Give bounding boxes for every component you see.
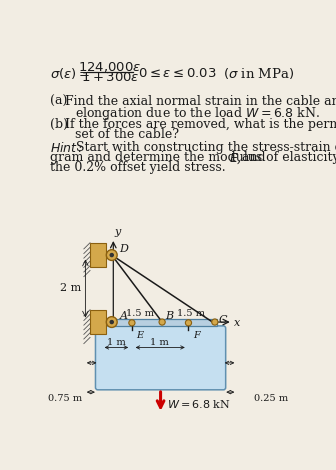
Text: D: D xyxy=(119,244,128,254)
Text: Start with constructing the stress-strain dia-: Start with constructing the stress-strai… xyxy=(76,141,336,154)
Circle shape xyxy=(106,250,117,260)
Text: the 0.2% offset yield stress.: the 0.2% offset yield stress. xyxy=(50,161,225,174)
Text: Find the axial normal strain in the cable and its: Find the axial normal strain in the cabl… xyxy=(65,95,336,108)
FancyBboxPatch shape xyxy=(90,243,106,267)
Text: $1 + 300\varepsilon$: $1 + 300\varepsilon$ xyxy=(81,71,139,85)
Text: $Hint\/$:: $Hint\/$: xyxy=(50,141,83,155)
Circle shape xyxy=(110,321,113,323)
Text: F: F xyxy=(193,331,200,340)
Text: y: y xyxy=(115,227,121,236)
Text: B: B xyxy=(165,311,173,321)
Text: 2 m: 2 m xyxy=(59,283,81,293)
Text: C: C xyxy=(219,315,227,325)
Text: (b): (b) xyxy=(50,118,68,131)
Text: $0 \leq \varepsilon \leq 0.03$: $0 \leq \varepsilon \leq 0.03$ xyxy=(138,67,217,80)
Text: 1 m: 1 m xyxy=(107,337,126,346)
Text: $(\sigma$ in MPa$)$: $(\sigma$ in MPa$)$ xyxy=(223,66,294,81)
Text: 1 m: 1 m xyxy=(151,337,169,346)
Text: and: and xyxy=(238,151,266,164)
Text: A: A xyxy=(120,311,127,321)
FancyBboxPatch shape xyxy=(112,319,217,326)
Text: If the forces are removed, what is the permanent: If the forces are removed, what is the p… xyxy=(65,118,336,131)
Text: x: x xyxy=(234,318,241,328)
Text: $W = 6.8$ kN: $W = 6.8$ kN xyxy=(167,399,230,410)
Text: elongation due to the load $W = 6.8$ kN.: elongation due to the load $W = 6.8$ kN. xyxy=(75,105,319,122)
Circle shape xyxy=(110,253,113,257)
Text: set of the cable?: set of the cable? xyxy=(75,128,178,141)
FancyBboxPatch shape xyxy=(95,326,226,390)
Circle shape xyxy=(212,319,218,325)
Text: 0.25 m: 0.25 m xyxy=(254,394,288,403)
Circle shape xyxy=(159,319,165,325)
Circle shape xyxy=(129,320,135,326)
Text: (a): (a) xyxy=(50,95,67,108)
Text: $E$,: $E$, xyxy=(229,151,242,165)
Text: $124{,}000\varepsilon$: $124{,}000\varepsilon$ xyxy=(78,60,142,74)
Circle shape xyxy=(106,317,117,328)
Text: 0.75 m: 0.75 m xyxy=(48,394,82,403)
Circle shape xyxy=(185,320,192,326)
FancyBboxPatch shape xyxy=(90,310,106,334)
Text: 1.5 m: 1.5 m xyxy=(126,309,155,318)
Text: 1.5 m: 1.5 m xyxy=(177,309,205,318)
Text: $\sigma(\varepsilon) =$: $\sigma(\varepsilon) =$ xyxy=(50,66,90,81)
Text: gram and determine the modulus of elasticity,: gram and determine the modulus of elasti… xyxy=(50,151,336,164)
Text: E: E xyxy=(136,331,144,340)
